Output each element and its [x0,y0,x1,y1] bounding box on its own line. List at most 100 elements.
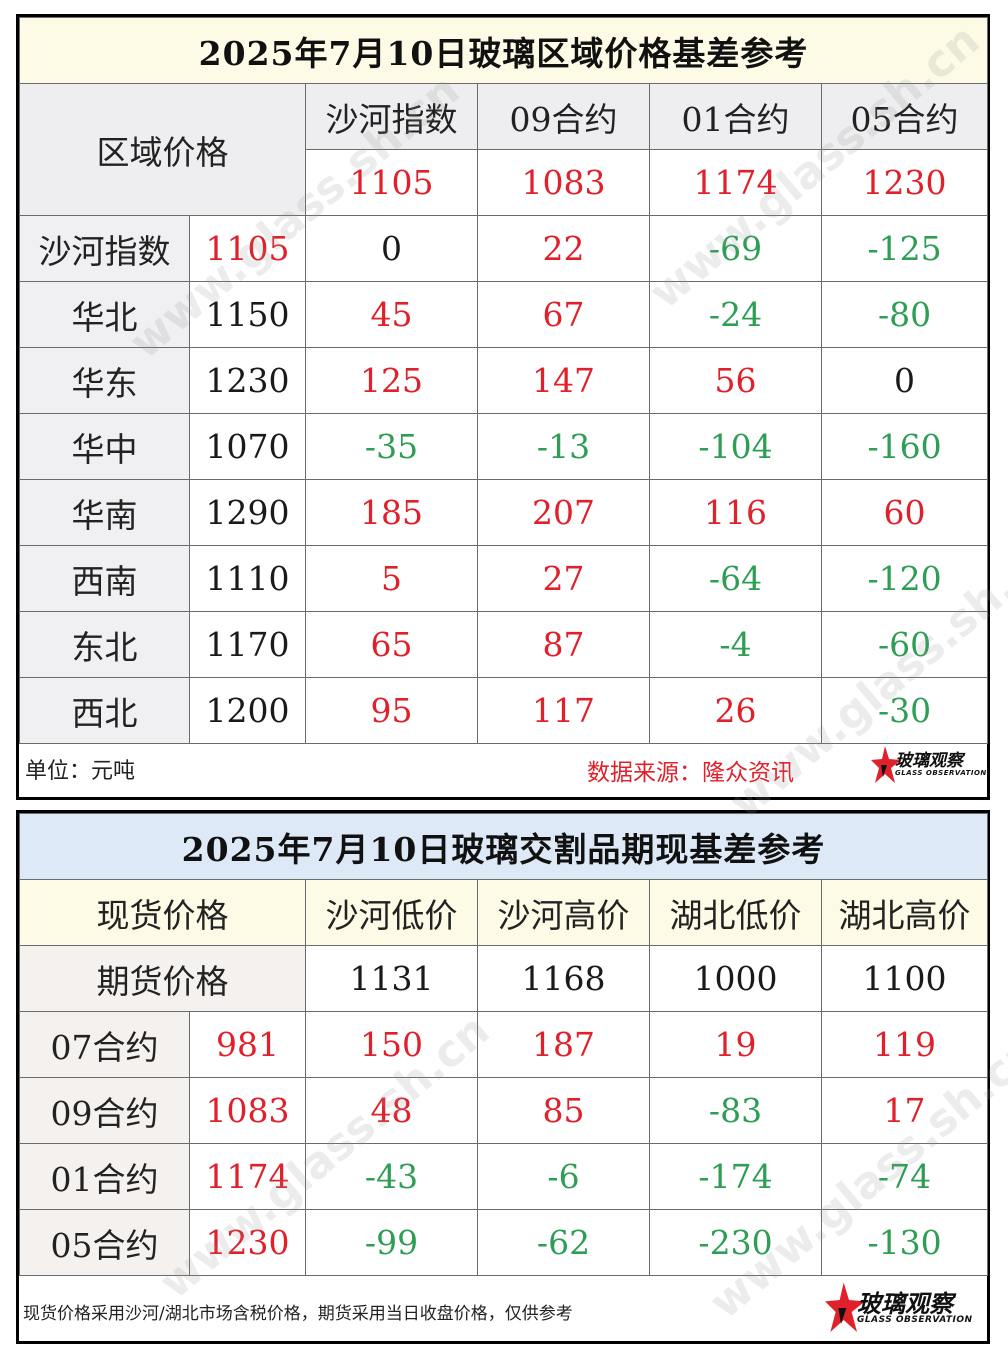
delivery-basis-panel: 2025年7月10日玻璃交割品期现基差参考 现货价格 沙河低价 沙河高价 湖北低… [16,810,990,1344]
delivery-basis-table: 2025年7月10日玻璃交割品期现基差参考 现货价格 沙河低价 沙河高价 湖北低… [18,813,989,1276]
basis-value: 56 [649,347,822,414]
basis-value: -6 [477,1143,650,1210]
region-basis-table: 2025年7月10日玻璃区域价格基差参考 区域价格 沙河指数 09合约 01合约… [18,17,989,744]
basis-value: -125 [820,215,989,282]
table-row: 01合约 1174 -43 -6 -174 -74 [19,1143,989,1210]
col-price-05-contract: 1230 [820,149,989,216]
spot-price-hubei-high: 1100 [820,945,989,1012]
contract-label: 09合约 [19,1077,190,1144]
region-price: 1200 [189,677,306,744]
contract-label: 07合约 [19,1011,190,1078]
basis-value: 45 [305,281,478,348]
basis-value: 60 [820,479,989,546]
basis-value: -130 [820,1209,989,1276]
basis-value: -160 [820,413,989,480]
red-star-icon [825,1282,865,1332]
region-price: 1110 [189,545,306,612]
contract-label: 01合约 [19,1143,190,1210]
basis-value: 147 [477,347,650,414]
basis-value: -83 [649,1077,822,1144]
futures-price-header: 期货价格 [19,945,306,1012]
basis-value: -64 [649,545,822,612]
basis-value: -80 [820,281,989,348]
basis-value: 19 [649,1011,822,1078]
region-label: 西北 [19,677,190,744]
table-row: 西北 1200 95 117 26 -30 [19,677,989,744]
basis-value: 85 [477,1077,650,1144]
col-price-shahe-index: 1105 [305,149,478,216]
region-price: 1170 [189,611,306,678]
logo-en-text: GLASS OBSERVATION [857,1314,973,1325]
logo: 玻璃观察 GLASS OBSERVATION [871,745,987,785]
col-price-01-contract: 1174 [649,149,822,216]
region-label: 华东 [19,347,190,414]
contract-price: 981 [189,1011,306,1078]
region-label: 华中 [19,413,190,480]
basis-value: -120 [820,545,989,612]
basis-value: 150 [305,1011,478,1078]
region-price: 1290 [189,479,306,546]
basis-value: 87 [477,611,650,678]
region-price: 1105 [189,215,306,282]
table-row: 西南 1110 5 27 -64 -120 [19,545,989,612]
logo-cn-text: 玻璃观察 [857,1289,953,1318]
table-row: 华中 1070 -35 -13 -104 -160 [19,413,989,480]
basis-value: -62 [477,1209,650,1276]
basis-value: 207 [477,479,650,546]
table-row: 华北 1150 45 67 -24 -80 [19,281,989,348]
region-price-header: 区域价格 [19,83,306,216]
spot-price-header: 现货价格 [19,879,306,946]
region-basis-panel: 2025年7月10日玻璃区域价格基差参考 区域价格 沙河指数 09合约 01合约… [16,14,990,800]
region-price: 1230 [189,347,306,414]
basis-value: 0 [820,347,989,414]
logo-cn-text: 玻璃观察 [895,751,963,771]
basis-value: -24 [649,281,822,348]
table-row: 05合约 1230 -99 -62 -230 -130 [19,1209,989,1276]
basis-value: 26 [649,677,822,744]
basis-value: -99 [305,1209,478,1276]
basis-value: 0 [305,215,478,282]
region-label: 西南 [19,545,190,612]
basis-value: 22 [477,215,650,282]
basis-value: 116 [649,479,822,546]
col-header-shahe-low: 沙河低价 [305,879,478,946]
basis-value: -30 [820,677,989,744]
logo-en-text: GLASS OBSERVATION [895,769,987,777]
basis-value: -74 [820,1143,989,1210]
basis-value: 185 [305,479,478,546]
table-row: 华南 1290 185 207 116 60 [19,479,989,546]
basis-value: 117 [477,677,650,744]
region-label: 华北 [19,281,190,348]
region-label: 沙河指数 [19,215,190,282]
basis-value: -104 [649,413,822,480]
region-price: 1070 [189,413,306,480]
contract-price: 1174 [189,1143,306,1210]
basis-value: -4 [649,611,822,678]
basis-value: -60 [820,611,989,678]
basis-value: 27 [477,545,650,612]
basis-value: 17 [820,1077,989,1144]
basis-value: 125 [305,347,478,414]
spot-price-hubei-low: 1000 [649,945,822,1012]
basis-value: -174 [649,1143,822,1210]
region-label: 东北 [19,611,190,678]
basis-value: -35 [305,413,478,480]
table2-title: 2025年7月10日玻璃交割品期现基差参考 [18,813,989,880]
col-header-shahe-high: 沙河高价 [477,879,650,946]
basis-value: 65 [305,611,478,678]
table-row: 华东 1230 125 147 56 0 [19,347,989,414]
basis-value: 48 [305,1077,478,1144]
table2-footer: 现货价格采用沙河/湖北市场含税价格，期货采用当日收盘价格，仅供参考 玻璃观察 G… [19,1277,987,1341]
contract-label: 05合约 [19,1209,190,1276]
table-row: 07合约 981 150 187 19 119 [19,1011,989,1078]
unit-label: 单位：元吨 [25,759,136,784]
table1-title: 2025年7月10日玻璃区域价格基差参考 [18,17,989,84]
region-label: 华南 [19,479,190,546]
basis-value: -230 [649,1209,822,1276]
basis-value: -13 [477,413,650,480]
region-price: 1150 [189,281,306,348]
table1-footer: 单位：元吨 数据来源：隆众资讯 玻璃观察 GLASS OBSERVATION [19,733,987,797]
contract-price: 1230 [189,1209,306,1276]
price-note: 现货价格采用沙河/湖北市场含税价格，期货采用当日收盘价格，仅供参考 [23,1304,573,1324]
col-price-09-contract: 1083 [477,149,650,216]
